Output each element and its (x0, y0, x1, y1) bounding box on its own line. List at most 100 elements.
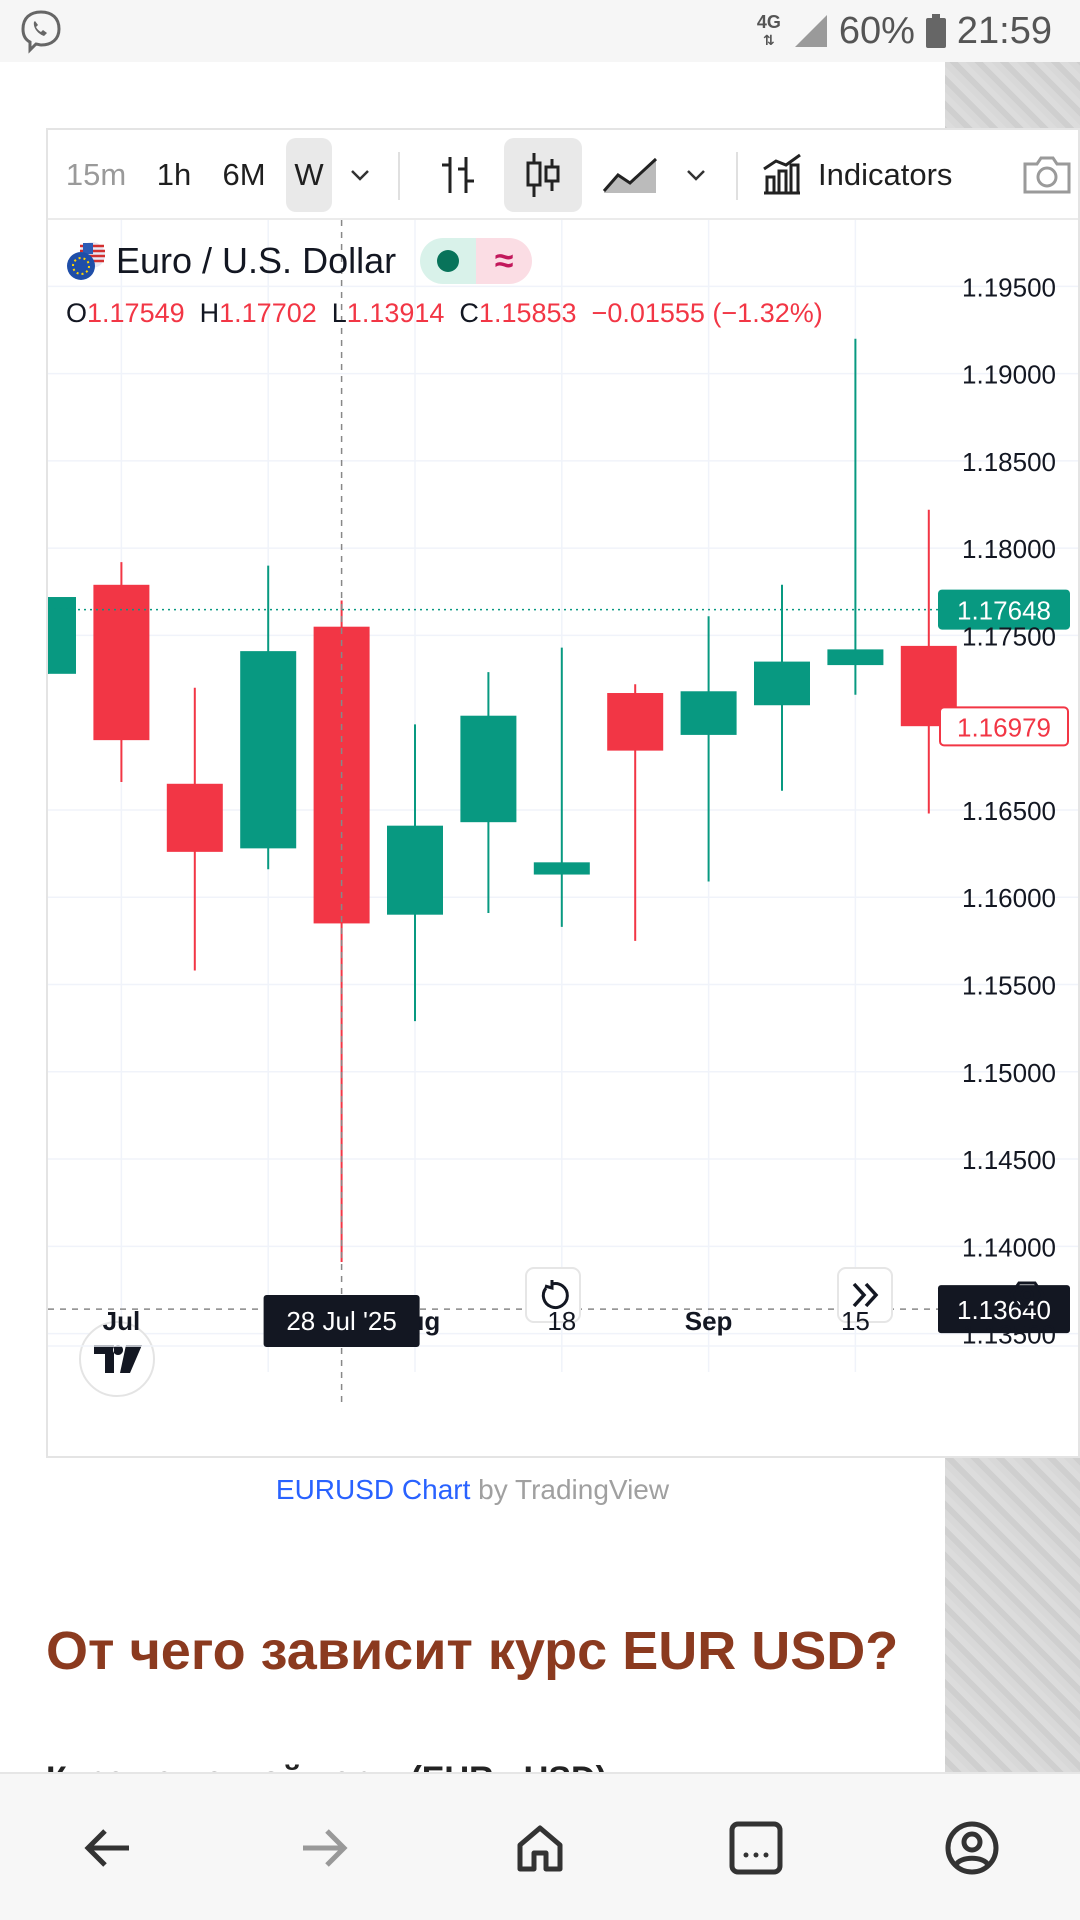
change-value: −0.01555 (−1.32%) (591, 298, 823, 328)
symbol-legend: Euro / U.S. Dollar ≈ (66, 238, 533, 284)
y-tick-label: 1.15000 (962, 1058, 1056, 1088)
chart-attribution: EURUSD Chart by TradingView (0, 1474, 945, 1506)
crosshair-date-badge (263, 1295, 420, 1347)
tabs-button[interactable] (716, 1808, 796, 1888)
battery-icon (925, 14, 946, 48)
close-label: C (459, 298, 479, 328)
interval-6m-button[interactable]: 6M (222, 157, 266, 192)
low-value: 1.13914 (346, 298, 445, 328)
low-label: L (331, 298, 347, 328)
profile-button[interactable] (932, 1808, 1012, 1888)
home-button[interactable] (500, 1808, 580, 1888)
interval-15m-button[interactable]: 15m (65, 157, 127, 192)
candles-style-button[interactable] (504, 138, 582, 212)
attribution-text: by TradingView (470, 1474, 670, 1505)
x-tick-label: Jul (103, 1306, 141, 1336)
profile-icon (945, 1821, 999, 1875)
interval-1h-button[interactable]: 1h (156, 157, 192, 192)
green-dot-icon (437, 250, 460, 272)
chevron-down-icon (351, 170, 369, 181)
candle-body[interactable] (166, 783, 223, 852)
viber-icon (21, 10, 61, 54)
candle-body[interactable] (93, 584, 150, 741)
y-tick-label: 1.14500 (962, 1145, 1056, 1175)
indicators-icon (763, 153, 801, 195)
candle-body[interactable] (533, 862, 590, 875)
y-tick-label: 1.15500 (962, 971, 1056, 1001)
last-price-badge (938, 589, 1070, 630)
eurusd-flag-icon (67, 242, 105, 280)
crosshair-price-label: 1.13640 (957, 1295, 1051, 1325)
price-chart[interactable]: 1.17648 1.16979 1.13640 1.19500 1.19000 1.18… (48, 220, 1080, 1458)
market-status-pill[interactable]: ≈ (420, 238, 533, 284)
high-label: H (199, 298, 220, 328)
toolbar-separator (736, 152, 738, 200)
candles-icon (526, 153, 560, 197)
indicators-label: Indicators (818, 157, 953, 192)
settings-icon[interactable] (1009, 1281, 1045, 1309)
reset-view-button[interactable] (525, 1267, 581, 1323)
network-arrows-icon: 4G ⇅ (756, 12, 781, 48)
current-price-badge (939, 706, 1069, 747)
settings-icon-center (1020, 1288, 1034, 1302)
indicators-button[interactable]: Indicators (760, 138, 1020, 212)
bars-icon (442, 157, 474, 193)
y-tick-label: 1.18000 (962, 534, 1056, 564)
back-icon (84, 1829, 129, 1867)
bars-style-button[interactable] (420, 138, 496, 212)
double-chevron-right-icon (852, 1282, 879, 1308)
article-heading: От чего зависит курс EUR USD? (46, 1621, 899, 1681)
camera-icon (1023, 156, 1071, 194)
battery-percent: 60% (838, 9, 915, 52)
candle-body[interactable] (607, 693, 664, 751)
y-tick-label: 1.18500 (962, 447, 1056, 477)
candle-body[interactable] (680, 691, 737, 735)
interval-dropdown-button[interactable] (340, 138, 380, 212)
y-tick-label: 1.13500 (962, 1320, 1056, 1350)
chevron-down-icon (687, 170, 705, 181)
market-open-indicator (420, 238, 477, 284)
signal-icon (794, 15, 827, 47)
y-tick-label: 1.14000 (962, 1232, 1056, 1262)
tradingview-logo[interactable] (79, 1321, 155, 1397)
back-button[interactable] (68, 1808, 148, 1888)
x-tick-label: 18 (547, 1306, 576, 1336)
eurusd-chart-link[interactable]: EURUSD Chart (275, 1474, 471, 1505)
forward-button[interactable] (284, 1808, 364, 1888)
crosshair-date-label: 28 Jul '25 (286, 1306, 397, 1336)
open-value: 1.17549 (87, 298, 185, 328)
ohlc-values: O1.17549 H1.17702 L1.13914 C1.15853 −0.0… (66, 298, 823, 329)
y-tick-label: 1.16500 (962, 796, 1056, 826)
area-chart-icon (602, 157, 658, 193)
y-tick-label: 1.16000 (962, 883, 1056, 913)
tabs-icon (729, 1821, 783, 1875)
clock: 21:59 (956, 9, 1052, 52)
chart-type-dropdown-button[interactable] (676, 138, 716, 212)
crosshair-price-badge (938, 1285, 1070, 1334)
x-tick-label: 15 (841, 1306, 870, 1336)
last-price-label: 1.17648 (957, 596, 1051, 626)
snapshot-button[interactable] (1012, 138, 1078, 212)
tradingview-widget: 15m 1h 6M W Indicators 1.1764 (46, 128, 1080, 1458)
tradingview-logo-icon (94, 1345, 142, 1373)
y-tick-label: 1.19000 (962, 360, 1056, 390)
delayed-data-icon: ≈ (476, 238, 533, 284)
chart-toolbar: 15m 1h 6M W Indicators (48, 130, 1078, 220)
area-style-button[interactable] (596, 138, 666, 212)
y-tick-label: 1.17500 (962, 621, 1056, 651)
status-bar: 4G ⇅ 60% 21:59 (0, 0, 1080, 62)
symbol-name: Euro / U.S. Dollar (116, 240, 397, 281)
candle-body[interactable] (387, 825, 443, 915)
candle-body[interactable] (460, 715, 517, 823)
candle-body[interactable] (48, 597, 76, 674)
browser-nav-bar (0, 1772, 1080, 1920)
reset-icon (541, 1280, 569, 1309)
toolbar-separator (398, 152, 400, 200)
candle-body[interactable] (754, 661, 810, 706)
open-label: O (66, 298, 88, 328)
candle-body[interactable] (240, 651, 297, 849)
home-icon (517, 1825, 563, 1872)
interval-w-button[interactable]: W (286, 138, 332, 212)
close-value: 1.15853 (478, 298, 577, 328)
candle-body[interactable] (827, 649, 884, 666)
